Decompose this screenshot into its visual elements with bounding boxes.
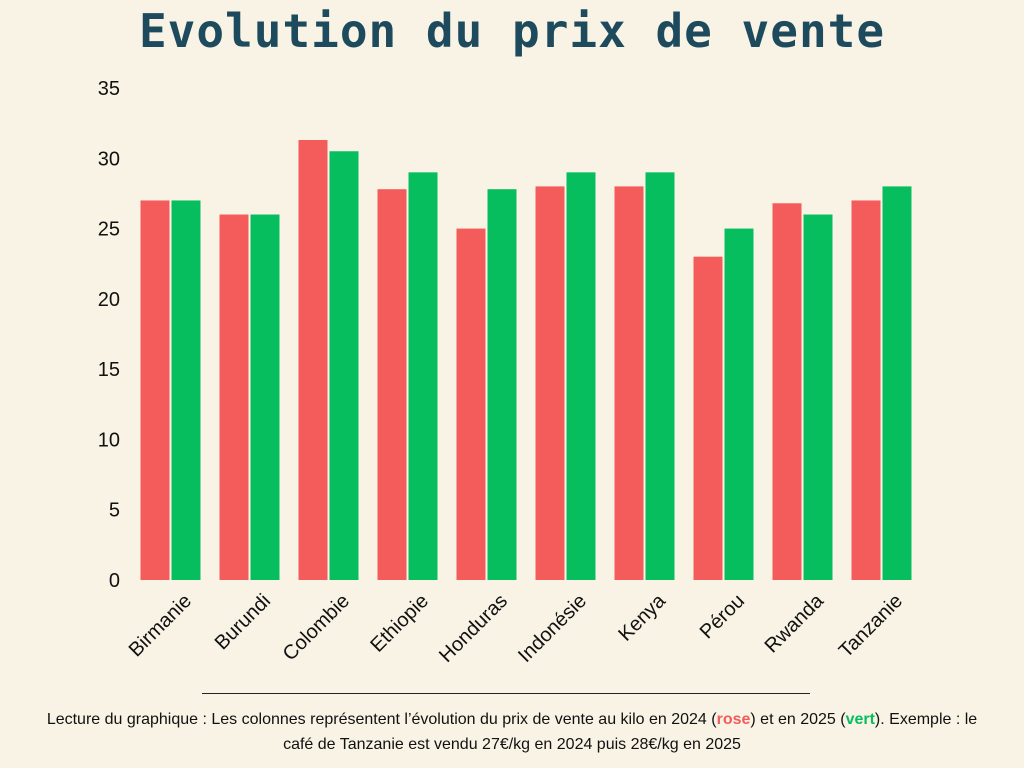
y-tick-label: 15 [98,359,120,381]
bar-2024-ethiopie [377,189,407,580]
bar-2025-birmanie [171,200,201,580]
bar-2024-rwanda [772,203,802,581]
bar-2025-ethiopie [408,172,438,581]
x-axis: Birmanie Burundi Colombie Ethiopie Honduras I… [125,589,907,667]
y-tick-label: 5 [109,500,120,522]
y-tick-label: 20 [98,289,120,311]
bar-2024-tanzanie [851,200,881,580]
bar-2024-colombie [298,140,328,581]
x-tick-label: Birmanie [125,590,196,661]
y-tick-label: 0 [109,570,120,592]
y-tick-label: 30 [98,148,120,170]
bar-chart: 0 5 10 15 20 25 30 35 Birmanie Burundi Colombie Et… [98,78,912,667]
y-tick-label: 25 [98,219,120,241]
x-tick-label: Burundi [211,590,275,654]
caption-divider [202,693,810,694]
bar-2025-burundi [250,214,280,580]
bar-2025-rwanda [803,214,833,580]
bar-2025-tanzanie [882,186,912,580]
bar-2024-kenya [614,186,644,580]
y-axis: 0 5 10 15 20 25 30 35 [98,78,120,592]
caption-text-1: Lecture du graphique : Les colonnes repr… [46,711,717,728]
bar-2025-honduras [487,189,517,580]
caption-text-3: ). Exemple : le café de Tanzanie est ven… [283,711,978,753]
x-tick-label: Honduras [435,590,512,667]
x-tick-label: Ethiopie [366,590,433,657]
x-tick-label: Indonésie [514,590,591,667]
x-tick-label: Pérou [696,590,749,643]
bar-2024-burundi [219,214,249,580]
bar-2024-birmanie [140,200,170,580]
chart-caption: Lecture du graphique : Les colonnes repr… [30,707,994,757]
y-tick-label: 10 [98,429,120,451]
x-tick-label: Rwanda [761,589,829,657]
x-tick-label: Colombie [279,590,354,665]
x-tick-label: Tanzanie [835,590,907,662]
caption-text-2: ) et en 2025 ( [750,711,846,728]
bar-2024-pérou [693,256,723,580]
x-tick-label: Kenya [614,589,670,645]
bar-2024-indonésie [535,186,565,580]
bar-2025-indonésie [566,172,596,581]
bar-2025-pérou [724,228,754,581]
chart-title: Evolution du prix de vente [138,4,886,58]
bar-2025-colombie [329,151,359,580]
bars [140,140,912,581]
y-tick-label: 35 [98,78,120,100]
bar-2024-honduras [456,228,486,581]
caption-rose-word: rose [716,711,751,728]
bar-2025-kenya [645,172,675,581]
caption-vert-word: vert [845,711,875,728]
